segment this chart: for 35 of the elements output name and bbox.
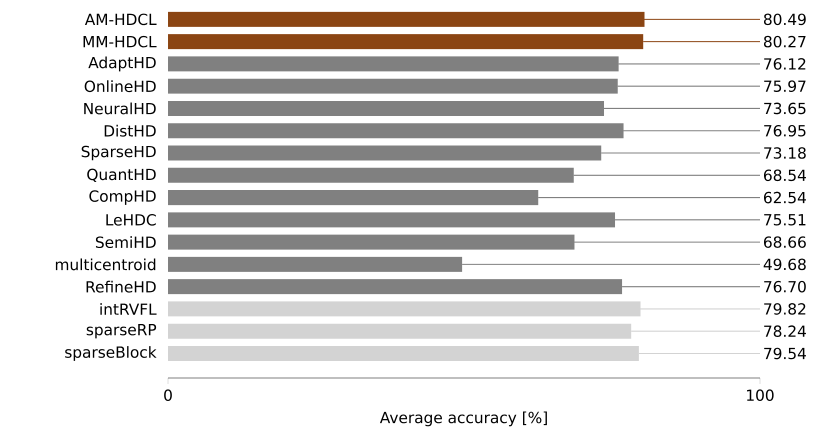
y-tick-label: CompHD (89, 190, 156, 205)
data-label: 76.12 (764, 58, 806, 70)
y-tick-label: OnlineHD (84, 80, 156, 92)
x-tick-label: 0 (164, 389, 172, 401)
data-label: 75.97 (764, 80, 806, 92)
y-tick-label: QuantHD (87, 168, 156, 182)
data-label: 62.54 (764, 192, 806, 204)
data-label: 68.54 (764, 169, 806, 182)
data-label: 73.18 (764, 147, 806, 159)
y-tick-label: DistHD (104, 124, 156, 137)
data-label: 49.68 (764, 258, 806, 270)
data-label: 76.70 (764, 280, 806, 292)
y-tick-label: LeHDC (106, 214, 156, 226)
data-label: 75.51 (764, 214, 806, 226)
y-tick-label: AdaptHD (88, 56, 156, 72)
data-label: 76.95 (764, 124, 806, 137)
data-label: 80.49 (764, 14, 806, 26)
y-tick-label: sparseRP (86, 324, 156, 338)
x-tick-label: 100 (747, 389, 774, 401)
y-tick-label: SparseHD (82, 146, 156, 160)
data-label: 78.24 (764, 325, 806, 338)
y-tick-label: MM-HDCL (84, 36, 157, 48)
y-tick-label: SemiHD (96, 236, 156, 248)
y-tick-label: RefineHD (86, 280, 156, 293)
y-tick-label: AM-HDCL (84, 14, 157, 26)
data-label: 73.65 (764, 102, 806, 114)
data-label: 80.27 (764, 36, 806, 48)
y-tick-label: multicentroid (56, 258, 156, 270)
y-tick-label: intRVFL (100, 303, 157, 315)
data-label: 79.54 (764, 348, 806, 360)
x-axis-title: Average accuracy [%] (380, 411, 547, 426)
y-tick-label: sparseBlock (65, 346, 157, 361)
data-label: 68.66 (764, 236, 806, 248)
data-label: 79.82 (764, 303, 806, 315)
y-tick-label: NeuralHD (84, 102, 156, 114)
